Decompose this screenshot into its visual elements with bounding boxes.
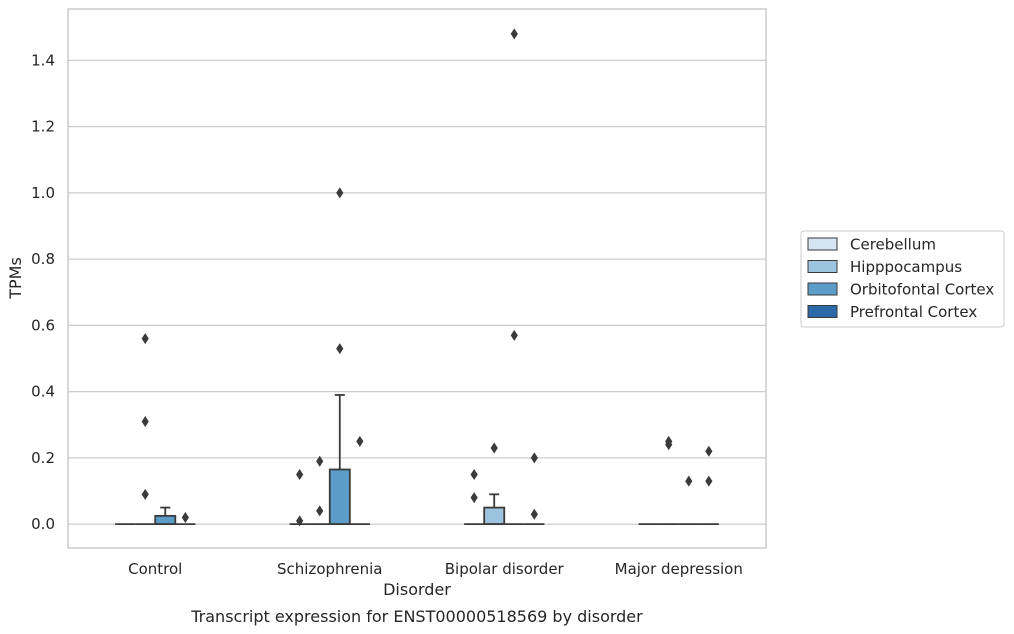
outlier-point [141, 415, 149, 427]
y-axis-title: TPMs [6, 257, 25, 300]
x-tick-label: Bipolar disorder [445, 560, 565, 578]
legend-item: Prefrontal Cortex [807, 303, 977, 321]
outlier-point [336, 187, 344, 199]
legend-swatch [807, 305, 838, 318]
gridlines [68, 59, 766, 525]
outlier-points [141, 28, 713, 527]
legend-swatch [807, 282, 838, 296]
legend-swatch [807, 237, 838, 251]
y-tick-label: 0.0 [31, 515, 55, 533]
outlier-point [316, 455, 324, 467]
legend-item: Orbitofontal Cortex [807, 281, 994, 299]
y-tick-label: 0.8 [31, 250, 55, 268]
y-tick-label: 1.2 [31, 118, 55, 136]
outlier-point [470, 468, 478, 480]
outlier-point [705, 445, 713, 457]
y-tick-label: 1.4 [31, 51, 55, 69]
y-tick-labels: 0.0 0.2 0.4 0.6 0.8 1.0 1.2 1.4 [31, 51, 55, 533]
outlier-point [510, 28, 518, 40]
x-tick-label: Control [128, 560, 182, 578]
box-hipppocampus-bipolar-disorder [483, 493, 506, 526]
outlier-point [316, 505, 324, 517]
outlier-point [336, 343, 344, 355]
x-tick-label: Schizophrenia [277, 560, 382, 578]
y-tick-label: 0.4 [31, 383, 55, 401]
legend-item: Cerebellum [807, 236, 936, 254]
outlier-point [530, 508, 538, 520]
outlier-point [530, 452, 538, 464]
legend: Cerebellum Hipppocampus Orbitofontal Corte… [800, 230, 1005, 328]
y-tick-label: 0.6 [31, 316, 55, 334]
box-body [483, 506, 506, 526]
outlier-point [510, 329, 518, 341]
outlier-point [296, 468, 304, 480]
box-orbitofontal-cortex-control [154, 506, 177, 526]
legend-label: Cerebellum [850, 236, 936, 254]
y-tick-label: 0.2 [31, 449, 55, 467]
boxes [115, 394, 719, 526]
outlier-point [665, 439, 673, 451]
outlier-point [181, 512, 189, 524]
legend-label: Prefrontal Cortex [850, 303, 977, 321]
legend-label: Hipppocampus [850, 258, 962, 276]
box-orbitofontal-cortex-schizophrenia [328, 394, 351, 526]
outlier-point [141, 333, 149, 345]
outlier-point [141, 488, 149, 500]
x-axis-title: Disorder [383, 580, 451, 599]
outlier-point [296, 515, 304, 527]
legend-item: Hipppocampus [807, 258, 962, 276]
y-tick-label: 1.0 [31, 184, 55, 202]
x-tick-labels: Control Schizophrenia Bipolar disorder Majo… [128, 560, 743, 578]
x-tick-label: Major depression [615, 560, 743, 578]
outlier-point [356, 435, 364, 447]
legend-label: Orbitofontal Cortex [850, 281, 994, 299]
outlier-point [490, 442, 498, 454]
plot-area [67, 8, 767, 549]
legend-frame [800, 230, 1005, 328]
outlier-point [685, 475, 693, 487]
box-body [328, 468, 351, 526]
outlier-point [705, 475, 713, 487]
outlier-point [470, 492, 478, 504]
figure-caption: Transcript expression for ENST0000051856… [190, 607, 643, 626]
legend-swatch [807, 260, 838, 273]
box-body [154, 514, 177, 526]
